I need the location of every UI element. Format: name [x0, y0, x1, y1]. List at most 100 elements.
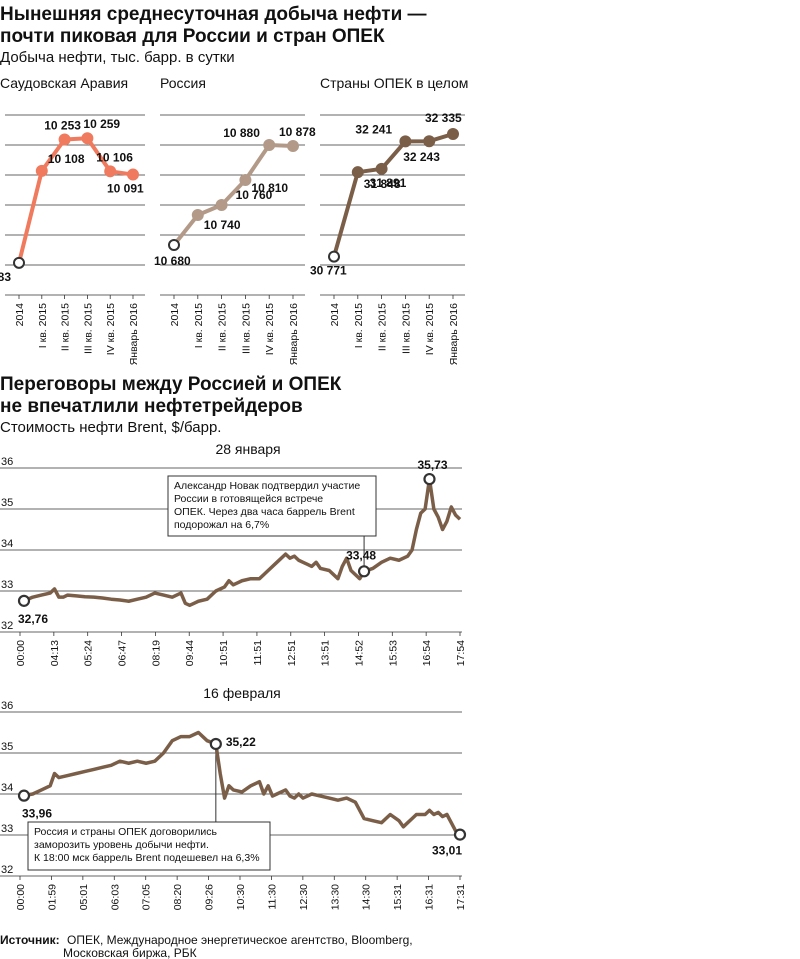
data-label: 33,96 [22, 807, 52, 821]
x-tick-label: 11:30 [266, 884, 278, 910]
x-tick-label: 12:51 [286, 640, 298, 666]
data-point [168, 239, 180, 251]
x-tick-label: 17:31 [455, 884, 467, 910]
series-line [23, 730, 462, 836]
subtitle-2: Стоимость нефти Brent, $/барр. [0, 419, 221, 436]
source-label: Источник: [0, 933, 60, 947]
y-tick-label: 33 [1, 823, 13, 835]
chart-russia: Россия 2014 I кв. 2015 II кв. 2015 III кв. 2… [154, 75, 316, 365]
data-label: 35,73 [417, 458, 447, 472]
x-tick-label: II кв. 2015 [217, 303, 229, 351]
x-tick-label: 04:13 [49, 640, 61, 666]
annotation-line: заморозить уровень добычи нефти. [34, 839, 209, 851]
data-point [263, 139, 276, 151]
source-text-1: ОПЕК, Международное энергетическое агент… [67, 933, 413, 947]
marked-point [17, 594, 31, 607]
x-tick-label: 10:51 [218, 640, 230, 666]
y-tick-label: 36 [1, 700, 13, 712]
y-tick-label: 34 [1, 538, 13, 550]
data-point [104, 165, 117, 178]
x-tick-label: Январь 2016 [128, 303, 140, 365]
data-label: 10 680 [154, 254, 191, 268]
headline-2-line-2: не впечатлили нефтетрейдеров [0, 396, 303, 417]
annotation-line: России в готовящейся встрече [174, 493, 323, 505]
data-label: 33,01 [432, 844, 462, 858]
data-point [423, 135, 436, 148]
x-tick-label: 05:01 [78, 884, 90, 910]
x-tick-label: 08:19 [150, 640, 162, 666]
data-label: 10 108 [48, 152, 85, 166]
x-tick-label: 08:20 [172, 884, 184, 910]
x-tick-label: 10:30 [235, 884, 247, 910]
data-point [215, 199, 228, 211]
annotation-line: ОПЕК. Через два часа баррель Brent [174, 506, 355, 518]
x-tick-label: 14:52 [353, 640, 365, 666]
marked-point [453, 828, 467, 841]
x-tick-label: 15:31 [392, 884, 404, 910]
y-tick-label: 35 [1, 741, 13, 753]
data-point [13, 256, 25, 269]
data-point [35, 164, 48, 177]
data-label: 31 891 [370, 176, 407, 190]
data-label: 10 091 [107, 182, 144, 196]
data-label: 30 771 [310, 264, 347, 278]
x-tick-label: III кв. 2015 [400, 303, 412, 354]
x-tick-label: 16:31 [424, 884, 436, 910]
data-label: 32 241 [355, 122, 392, 136]
data-point [239, 174, 252, 186]
series-line [23, 477, 462, 608]
data-label: 31 848 [364, 177, 401, 191]
x-tick-label: 05:24 [83, 640, 95, 666]
x-tick-label: II кв. 2015 [60, 303, 72, 351]
data-label: 32 335 [425, 111, 462, 125]
data-point [328, 250, 340, 263]
data-label: 10 259 [83, 117, 120, 131]
panel-title: Саудовская Аравия [0, 75, 128, 91]
x-tick-label: I кв. 2015 [193, 303, 205, 348]
panel-title: 28 января [215, 441, 280, 457]
marked-point [423, 472, 436, 486]
data-label: 10 760 [236, 188, 273, 202]
chart-brent-feb-16: 16 февраля 32 33 34 35 36 00:00 01:59 05:01 06:03… [0, 685, 467, 910]
data-point [191, 209, 204, 221]
x-tick-label: 06:47 [117, 640, 129, 666]
x-tick-label: I кв. 2015 [37, 303, 49, 348]
x-tick-label: 00:00 [15, 884, 27, 910]
x-tick-label: 17:54 [455, 640, 467, 666]
data-label: 35,22 [226, 735, 256, 749]
headline-2-line-1: Переговоры между Россией и ОПЕК [0, 374, 342, 395]
annotation-box [27, 821, 271, 871]
headline-1-line-1: Нынешняя среднесуточная добыча нефти — [0, 4, 427, 25]
x-tick-label: I кв. 2015 [353, 303, 365, 348]
panel-title: 16 февраля [203, 685, 281, 701]
source-note: Источник: ОПЕК, Международное энергетиче… [0, 933, 413, 947]
x-tick-label: 13:30 [329, 884, 341, 910]
subtitle-1: Добыча нефти, тыс. барр. в сутки [0, 49, 235, 66]
data-point [399, 135, 412, 148]
headline-1-line-2: почти пиковая для России и стран ОПЕК [0, 26, 385, 47]
data-label: 9683 [0, 270, 11, 284]
x-tick-label: IV кв. 2015 [105, 303, 117, 355]
x-tick-label: 2014 [169, 303, 181, 327]
x-tick-label: 00:00 [15, 640, 27, 666]
data-point [287, 140, 299, 152]
annotation-box [167, 475, 377, 537]
x-tick-label: 16:54 [421, 640, 433, 666]
x-tick-label: 11:51 [252, 640, 264, 666]
chart-opec: Страны ОПЕК в целом 2014 I кв. 2015 II кв. … [310, 75, 468, 365]
x-tick-label: 2014 [14, 303, 26, 327]
marked-point [209, 737, 222, 751]
x-tick-label: IV кв. 2015 [424, 303, 436, 355]
data-label: 32,76 [18, 612, 48, 626]
x-tick-label: II кв. 2015 [377, 303, 389, 351]
data-label: 10 106 [96, 150, 133, 164]
data-point [375, 162, 388, 175]
annotation-line: Александр Новак подтвердил участие [174, 480, 360, 492]
data-point [351, 166, 364, 179]
x-tick-label: 2014 [329, 303, 341, 327]
source-text-2: Московская биржа, РБК [63, 946, 197, 959]
x-tick-label: 14:30 [361, 884, 373, 910]
data-label: 10 740 [204, 218, 241, 232]
x-tick-label: 15:53 [387, 640, 399, 666]
